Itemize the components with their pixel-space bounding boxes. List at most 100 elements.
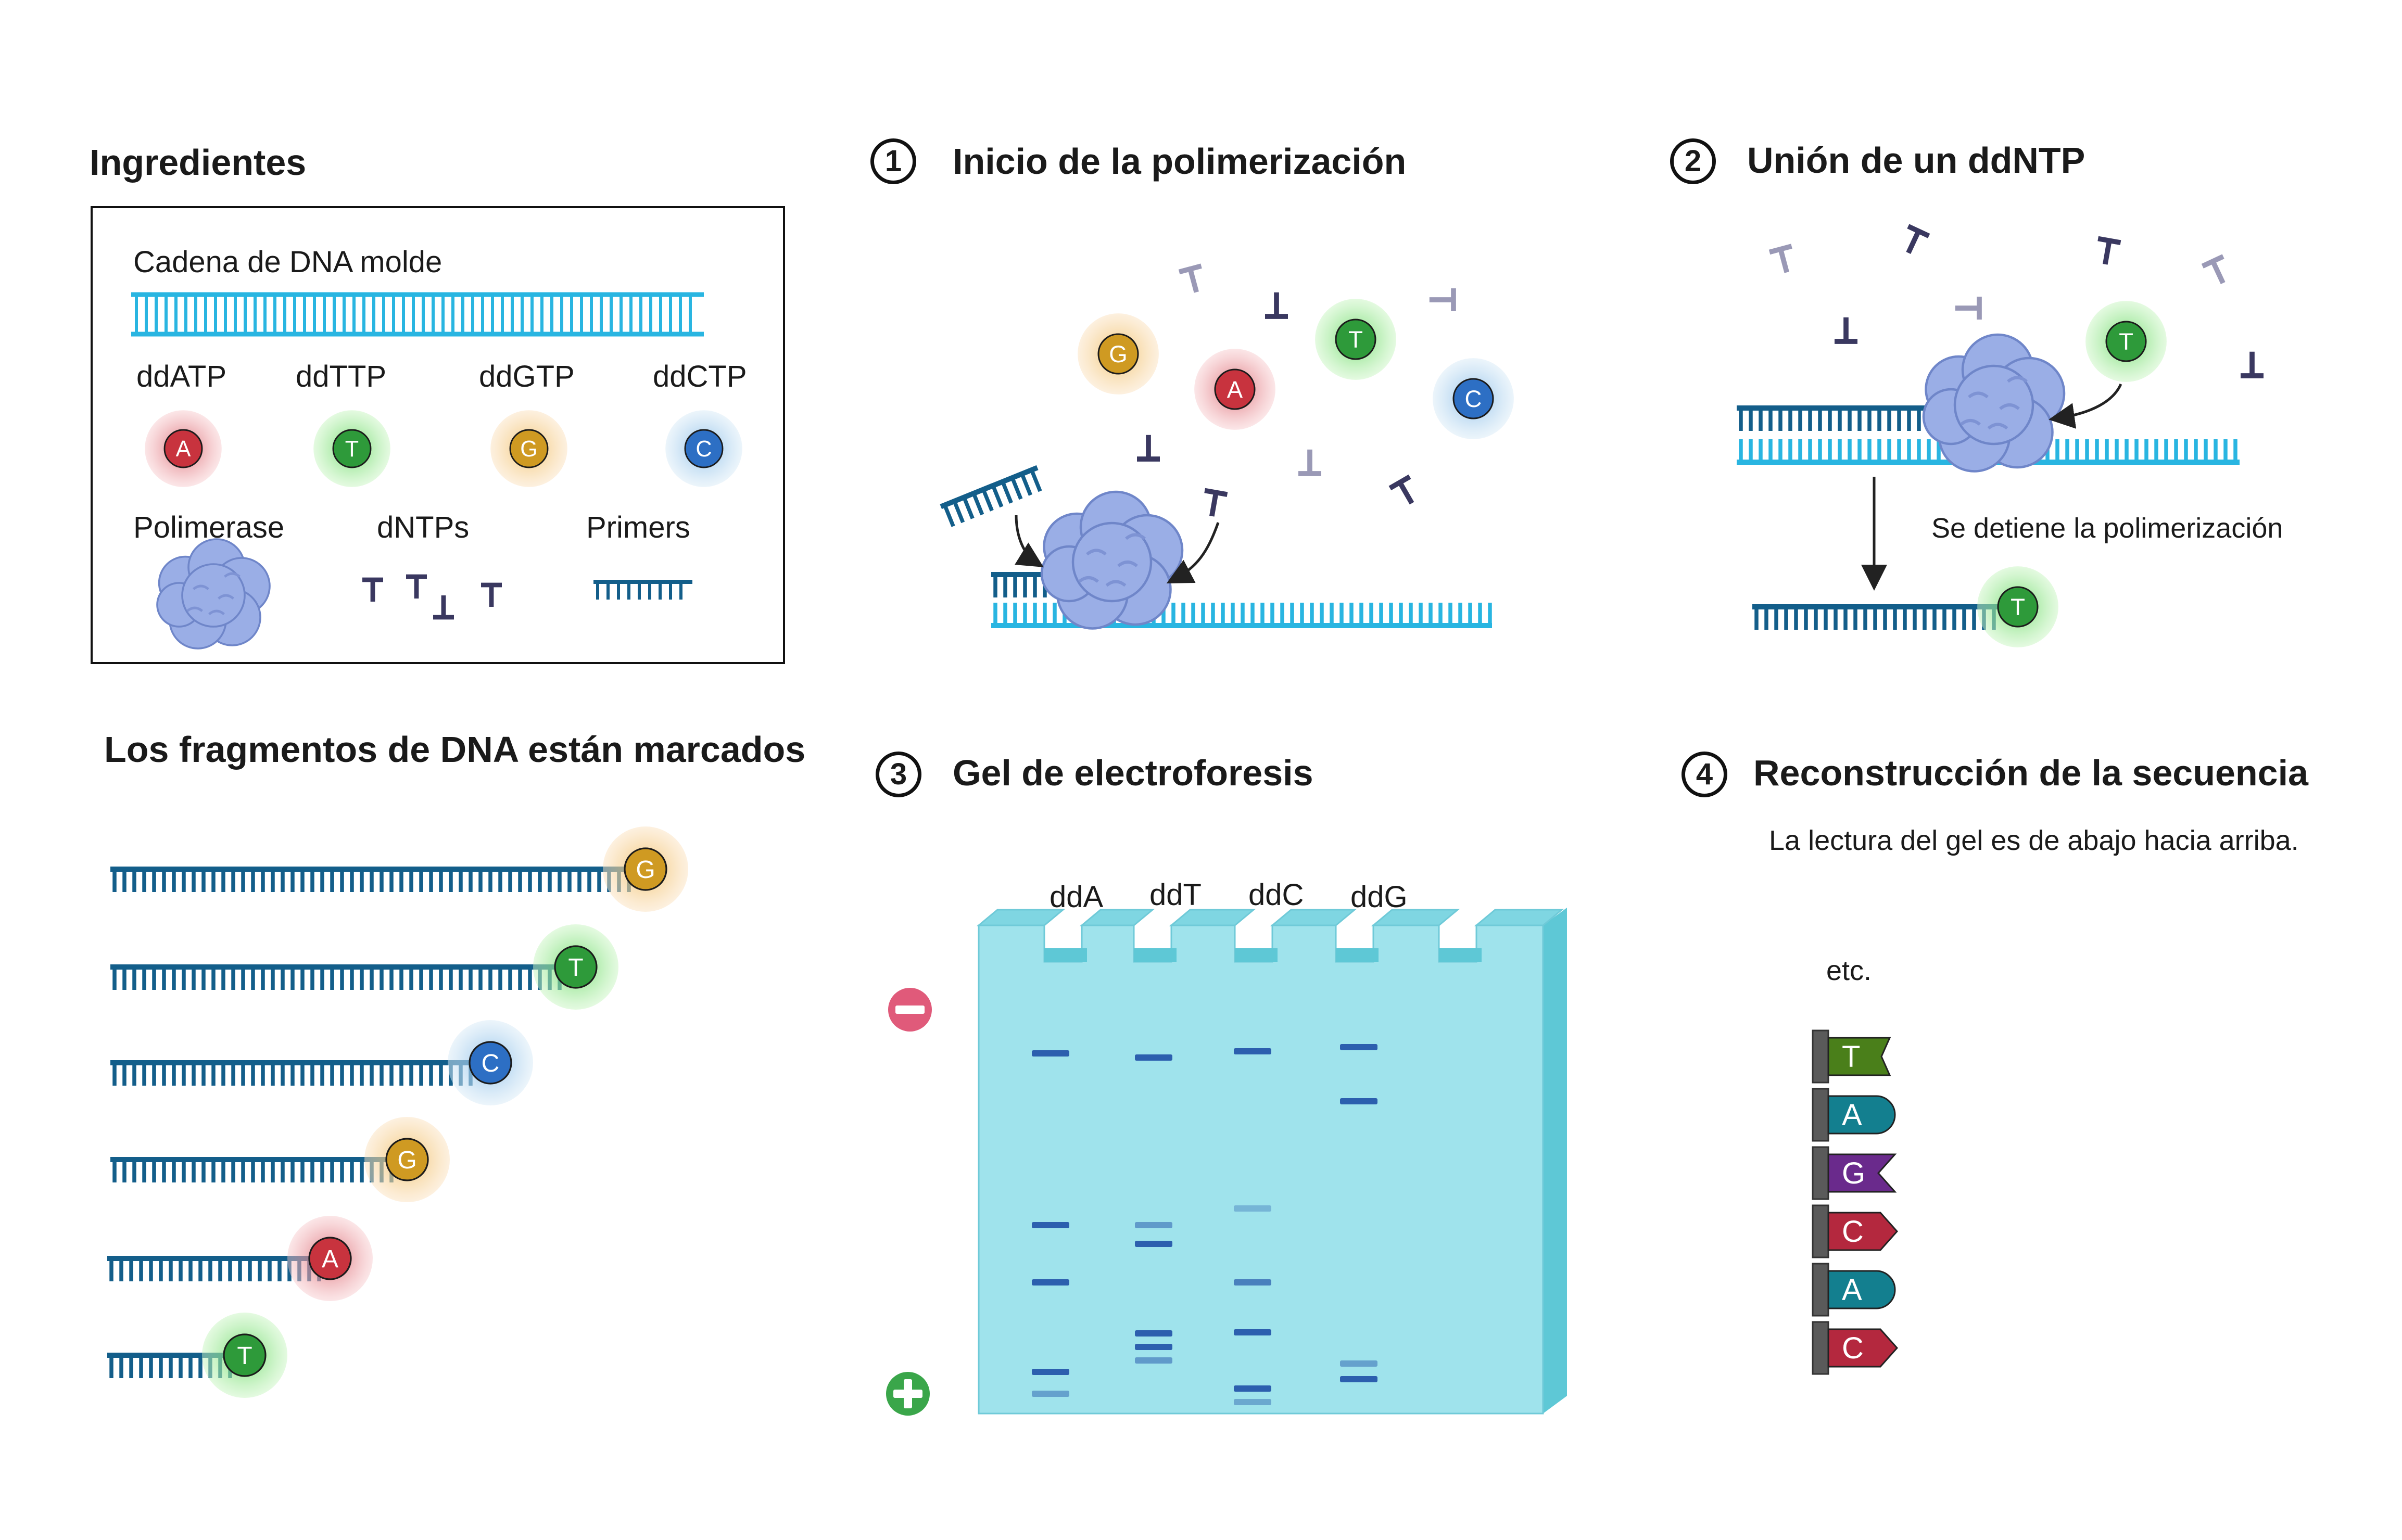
gel-band [1234, 1048, 1271, 1054]
step3-title: Gel de electroforesis [953, 753, 1313, 793]
labelled-fragment [110, 1060, 482, 1086]
nucleotide-letter: C [1465, 386, 1482, 412]
free-primer [940, 465, 1042, 527]
dntp-icon [1204, 488, 1228, 517]
dd-nucleotide-T: T [313, 410, 390, 487]
sequence-letter: C [1842, 1331, 1864, 1365]
fragment-nucleotide-G: G [364, 1117, 450, 1202]
step1-nucleotide-T: T [1315, 299, 1396, 380]
dntp-icon [1768, 244, 1792, 273]
dd-nucleotide-C: C [665, 410, 742, 487]
lane-label-ddc: ddC [1248, 878, 1304, 912]
sequence-letter: A [1842, 1273, 1862, 1307]
nucleotide-letter: T [2011, 594, 2025, 620]
nucleotide-letter: A [322, 1245, 338, 1273]
gel-band [1032, 1222, 1069, 1228]
dntps-label: dNTPs [377, 511, 470, 544]
ddttp-label: ddTTP [296, 360, 387, 393]
sequence-letter: C [1842, 1215, 1864, 1249]
dntp-icon [362, 577, 383, 602]
lane-label-ddg: ddG [1350, 880, 1408, 914]
sequence-block-C: C [1812, 1204, 1899, 1258]
gel-band [1135, 1054, 1172, 1061]
gel-band [1135, 1344, 1172, 1350]
gel-band [1340, 1044, 1377, 1050]
ddatp-label: ddATP [136, 360, 227, 393]
step2-title: Unión de un ddNTP [1747, 140, 2085, 181]
step4-title: Reconstrucción de la secuencia [1753, 753, 2308, 793]
dntp-icon [433, 595, 454, 620]
template-label: Cadena de DNA molde [133, 245, 443, 279]
step1-nucleotide-G: G [1078, 313, 1159, 394]
gel-band [1234, 1279, 1271, 1286]
step2-number: 2 [1670, 138, 1716, 184]
step4-subtitle: La lectura del gel es de abajo hacia arr… [1769, 825, 2299, 856]
labelled-fragment [107, 1256, 322, 1281]
ingredients-box [91, 206, 785, 664]
minus-electrode-icon [888, 988, 932, 1032]
dntp-icon [2201, 254, 2226, 284]
labelled-fragment [110, 867, 637, 892]
arrow-dntp [1166, 522, 1220, 583]
nucleotide-letter: G [397, 1147, 416, 1174]
gel-band [1032, 1391, 1069, 1397]
step4-number: 4 [1682, 752, 1727, 797]
nucleotide-letter: T [568, 954, 583, 982]
primer-icon [593, 580, 692, 600]
polymerase-icon [156, 538, 271, 650]
arrow-ddntp [2049, 383, 2122, 429]
sequence-block-A: A [1812, 1088, 1896, 1142]
sequence-letter: A [1842, 1098, 1862, 1132]
gel-band [1135, 1357, 1172, 1364]
step1-nucleotide-C: C [1433, 358, 1514, 439]
dntp-icon [2241, 351, 2264, 378]
dntp-icon [1429, 288, 1456, 311]
step2-terminated-nucleotide: T [1977, 566, 2058, 647]
sequence-block-T: T [1812, 1029, 1891, 1084]
polymerase-icon [1040, 490, 1184, 630]
nucleotide-letter: A [176, 437, 191, 462]
dntp-icon [1265, 292, 1288, 319]
nucleotide-letter: C [696, 437, 712, 462]
plus-electrode-icon [886, 1372, 930, 1416]
step1-number: 1 [870, 138, 916, 184]
dntp-icon [481, 582, 502, 607]
primers-label: Primers [586, 511, 690, 544]
dntp-icon [1835, 317, 1857, 344]
gel-band [1340, 1376, 1377, 1382]
free-primer-strand [940, 465, 1042, 527]
gel-band [1135, 1330, 1172, 1337]
gel-band [1234, 1205, 1271, 1212]
nucleotide-letter: C [482, 1050, 500, 1077]
polymerase-icon [1922, 333, 2066, 473]
labelled-fragment [110, 964, 568, 990]
dntp-icon [1298, 449, 1321, 476]
fragment-nucleotide-T: T [533, 924, 618, 1010]
gel-band [1234, 1385, 1271, 1392]
template-dna-icon [131, 292, 704, 337]
dntp-icon [406, 574, 427, 599]
labelled-fragment [110, 1157, 399, 1182]
dntp-icon [1955, 297, 1982, 320]
step2-nucleotide-T: T [2085, 301, 2167, 382]
fragment-nucleotide-T: T [202, 1313, 287, 1398]
gel-band [1135, 1241, 1172, 1247]
ingredients-title: Ingredientes [90, 142, 307, 183]
nucleotide-letter: T [2119, 328, 2133, 355]
fragment-nucleotide-C: C [448, 1020, 533, 1105]
sequence-block-C: C [1812, 1321, 1899, 1375]
etc-label: etc. [1826, 955, 1872, 986]
gel-band [1032, 1050, 1069, 1057]
gel-band [1032, 1279, 1069, 1286]
sequence-block-G: G [1812, 1146, 1897, 1200]
dntp-icon [1906, 224, 1930, 254]
arrow-primer [1015, 515, 1044, 567]
dntp-icon [1137, 435, 1160, 462]
polymerase-label: Polimerase [133, 511, 285, 544]
gel-band [1340, 1360, 1377, 1367]
nucleotide-letter: T [1348, 326, 1363, 353]
dntp-icon [1178, 263, 1202, 293]
fragments-title: Los fragmentos de DNA están marcados [104, 729, 806, 770]
